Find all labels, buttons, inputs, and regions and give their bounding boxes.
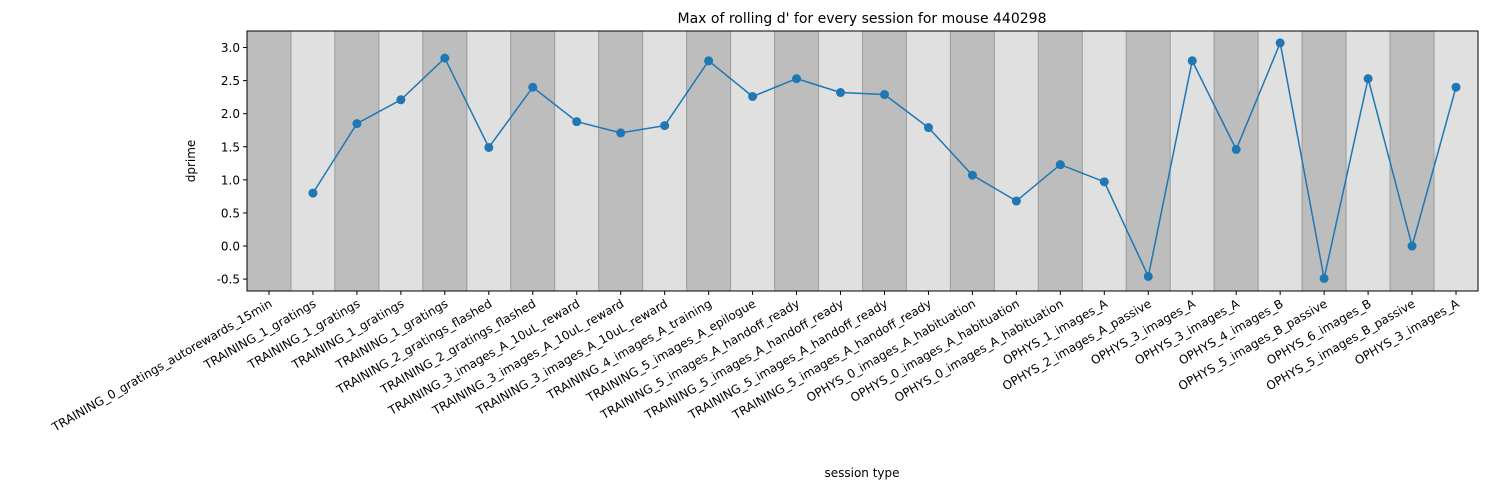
- data-point: [1451, 82, 1461, 92]
- data-point: [440, 53, 450, 63]
- category-band: [642, 30, 688, 292]
- y-axis-label: dprime: [184, 140, 198, 183]
- category-band: [466, 30, 512, 292]
- data-point: [660, 121, 670, 131]
- category-band: [993, 30, 1039, 292]
- plot-frame: [246, 30, 1479, 292]
- x-axis: TRAINING_0_gratings_autorewards_15minTRA…: [49, 291, 1462, 435]
- data-point: [352, 119, 362, 129]
- category-band: [862, 30, 907, 292]
- y-tick-label: 0.5: [221, 206, 240, 220]
- y-tick-label: 2.0: [221, 107, 240, 121]
- data-point: [1407, 241, 1417, 251]
- data-point: [572, 117, 582, 127]
- category-band: [598, 30, 644, 292]
- data-point: [967, 170, 977, 180]
- data-point: [1363, 74, 1373, 84]
- category-band: [1345, 30, 1391, 292]
- data-point: [484, 142, 494, 152]
- category-band: [949, 30, 995, 292]
- data-point: [923, 123, 933, 133]
- category-band: [905, 30, 951, 292]
- data-point: [616, 128, 626, 138]
- data-point: [748, 91, 758, 101]
- category-band: [1081, 30, 1127, 292]
- category-band: [1389, 30, 1435, 292]
- category-band: [1301, 30, 1347, 292]
- category-band: [730, 30, 776, 292]
- chart-title: Max of rolling d' for every session for …: [678, 11, 1047, 27]
- data-point: [792, 74, 802, 84]
- data-point: [1099, 177, 1109, 187]
- data-point: [1231, 144, 1241, 154]
- y-tick-label: 1.0: [221, 173, 240, 187]
- data-point: [1319, 273, 1329, 283]
- data-point: [528, 82, 538, 92]
- data-point: [1275, 38, 1285, 48]
- data-point: [1055, 160, 1065, 170]
- category-band: [774, 30, 820, 292]
- data-point: [308, 188, 318, 198]
- y-axis: -0.5 0.0 0.5 1.0 1.5 2.0 2.5 3.0: [217, 41, 247, 287]
- category-bands: [246, 30, 1479, 292]
- category-band: [554, 30, 600, 292]
- category-band: [1169, 30, 1215, 292]
- x-tick-label: TRAINING_0_gratings_autorewards_15min: [49, 296, 275, 434]
- category-band: [818, 30, 863, 292]
- category-band: [378, 30, 424, 292]
- data-point: [704, 56, 714, 66]
- data-point: [836, 88, 846, 98]
- data-point: [879, 90, 889, 100]
- category-band: [1125, 30, 1171, 292]
- data-point: [1011, 196, 1021, 206]
- category-band: [686, 30, 732, 292]
- data-point: [1143, 271, 1153, 281]
- series-dprime: [308, 38, 1461, 283]
- category-band: [246, 30, 292, 292]
- category-band: [510, 30, 556, 292]
- category-band: [1433, 30, 1479, 292]
- category-band: [290, 30, 336, 292]
- y-tick-label: 2.5: [221, 74, 240, 88]
- y-tick-label: 3.0: [221, 41, 240, 55]
- data-point: [1187, 56, 1197, 66]
- x-axis-label: session type: [824, 466, 899, 480]
- data-point: [396, 95, 406, 105]
- y-tick-label: 0.0: [221, 240, 240, 254]
- category-band: [334, 30, 380, 292]
- category-band: [422, 30, 468, 292]
- y-tick-label: -0.5: [217, 273, 240, 287]
- category-band: [1257, 30, 1303, 292]
- y-tick-label: 1.5: [221, 140, 240, 154]
- category-band: [1213, 30, 1259, 292]
